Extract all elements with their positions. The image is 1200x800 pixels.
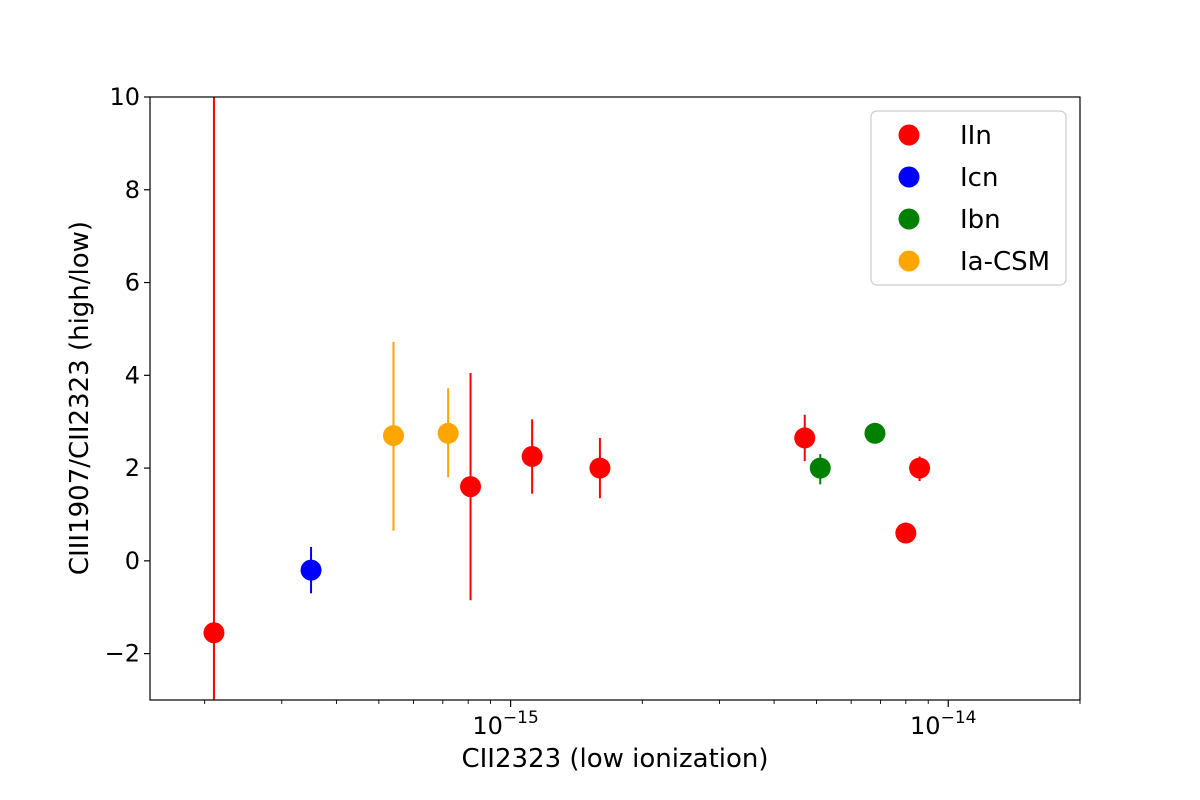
data-point bbox=[521, 445, 543, 467]
x-tick-label-exponent: −14 bbox=[941, 708, 977, 728]
legend: IIn Icn Ibn Ia-CSM bbox=[870, 110, 1067, 286]
y-tick-label: −2 bbox=[105, 640, 140, 668]
data-point bbox=[437, 422, 459, 444]
x-tick-label-exponent: −15 bbox=[503, 708, 539, 728]
legend-marker bbox=[898, 208, 920, 230]
legend-marker bbox=[898, 250, 920, 272]
data-point bbox=[460, 476, 482, 498]
y-tick-label: 8 bbox=[125, 176, 140, 204]
x-tick-label-base: 10 bbox=[472, 712, 503, 740]
y-tick-label: 4 bbox=[125, 361, 140, 389]
legend-label: Ibn bbox=[960, 205, 1001, 235]
x-tick-label: 10−14 bbox=[910, 708, 976, 740]
data-point bbox=[382, 425, 404, 447]
data-point bbox=[589, 457, 611, 479]
y-axis-label: CIII1907/CII2323 (high/low) bbox=[65, 221, 95, 575]
y-tick-label: 2 bbox=[125, 454, 140, 482]
data-point bbox=[300, 559, 322, 581]
legend-marker bbox=[898, 166, 920, 188]
legend-label: Icn bbox=[960, 163, 998, 193]
legend-label: Ia-CSM bbox=[960, 247, 1050, 277]
legend-label: IIn bbox=[960, 121, 992, 151]
x-tick-label-base: 10 bbox=[910, 712, 941, 740]
data-point bbox=[809, 457, 831, 479]
data-point bbox=[203, 622, 225, 644]
y-tick-label: 10 bbox=[109, 83, 140, 111]
legend-frame bbox=[870, 110, 1067, 286]
y-tick-label: 0 bbox=[125, 547, 140, 575]
x-tick-label: 10−15 bbox=[472, 708, 538, 740]
y-axis: 10 8 6 4 2 0 −2 bbox=[105, 83, 150, 668]
y-tick-label: 6 bbox=[125, 269, 140, 297]
x-axis: 10−15 10−14 bbox=[204, 700, 1081, 740]
legend-marker bbox=[898, 124, 920, 146]
data-point bbox=[794, 427, 816, 449]
data-point bbox=[895, 522, 917, 544]
x-axis-label: CII2323 (low ionization) bbox=[461, 744, 768, 774]
data-point bbox=[864, 422, 886, 444]
data-marks bbox=[203, 97, 931, 700]
data-point bbox=[909, 457, 931, 479]
plot-frame bbox=[149, 96, 1081, 701]
